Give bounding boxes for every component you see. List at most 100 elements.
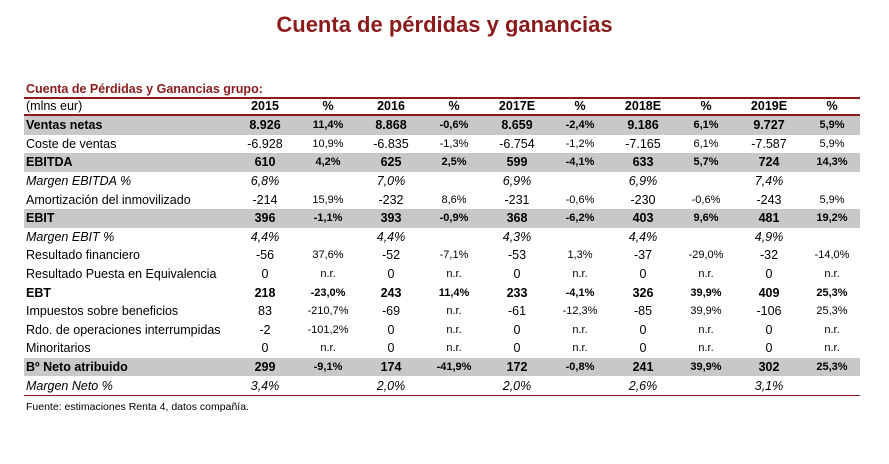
- pct-cell: 14,3%: [804, 153, 860, 172]
- value-cell: -230: [630, 192, 656, 207]
- pct-cell: 25,3%: [804, 357, 860, 377]
- row-label: Rdo. de operaciones interrumpidas: [26, 322, 221, 337]
- value-cell: 0: [513, 341, 521, 356]
- value-cell: 2,0%: [482, 376, 552, 396]
- pct-cell: -41,9%: [426, 357, 482, 377]
- pct-cell: 25,3%: [816, 286, 848, 299]
- pct-cell: n.r.: [698, 268, 714, 281]
- pct-cell: n.r.: [446, 268, 462, 281]
- value-cell: 0: [639, 341, 647, 356]
- pct-cell: -9,1%: [300, 357, 356, 377]
- pct-cell: -4,1%: [552, 153, 608, 172]
- pct-cell: 4,2%: [300, 153, 356, 172]
- value-cell: 4,4%: [628, 229, 658, 244]
- table-row: Resultado financiero -56 37,6% -52 -7,1% -53 1…: [24, 246, 860, 265]
- row-label: Margen EBIT %: [26, 229, 115, 244]
- value-cell: 625: [356, 153, 426, 172]
- value-cell: 0: [261, 267, 269, 282]
- pct-cell: 6,1%: [693, 137, 719, 150]
- value-cell: -231: [504, 192, 530, 207]
- table-row: Amortización del inmovilizado -214 15,9% -2…: [24, 190, 860, 209]
- value-cell: -232: [378, 192, 404, 207]
- value-cell: 6,9%: [628, 174, 658, 189]
- page-title: Cuenta de pérdidas y ganancias: [276, 12, 613, 37]
- value-cell: 0: [639, 267, 647, 282]
- value-cell: -214: [252, 192, 278, 207]
- table-subtitle: Cuenta de Pérdidas y Ganancias grupo:: [26, 82, 263, 96]
- value-cell: 7,4%: [754, 174, 784, 189]
- pct-cell: 39,9%: [690, 305, 722, 318]
- header-row: (mlns eur) 2015 % 2016 % 2017E % 2018E %…: [24, 97, 860, 116]
- value-cell: 4,4%: [250, 229, 280, 244]
- value-cell: 393: [356, 208, 426, 228]
- pct-cell: -1,1%: [300, 208, 356, 228]
- pct-cell: 5,9%: [804, 115, 860, 135]
- value-cell: 396: [230, 208, 300, 228]
- row-label: Margen Neto %: [24, 376, 230, 396]
- value-cell: 218: [254, 285, 276, 300]
- pct-cell: n.r.: [446, 323, 462, 336]
- pct-cell: 25,3%: [816, 305, 848, 318]
- value-cell: 6,8%: [250, 174, 280, 189]
- pct-cell: -6,2%: [552, 208, 608, 228]
- table-row: Bº Neto atribuido 299 -9,1% 174 -41,9% 172 -0,…: [24, 357, 860, 377]
- pct-cell: 5,9%: [819, 193, 845, 206]
- pct-cell: 5,9%: [819, 137, 845, 150]
- col-header: %: [804, 97, 860, 116]
- table-row: EBIT 396 -1,1% 393 -0,9% 368 -6,2% 403 9,6% 481 19…: [24, 208, 860, 228]
- value-cell: 174: [356, 357, 426, 377]
- value-cell: 368: [482, 208, 552, 228]
- value-cell: -37: [633, 248, 653, 263]
- value-cell: 172: [482, 357, 552, 377]
- pct-cell: [552, 376, 608, 396]
- pct-cell: n.r.: [320, 342, 336, 355]
- value-cell: 9.727: [734, 115, 804, 135]
- pct-cell: [300, 228, 356, 247]
- row-label: Minoritarios: [26, 341, 91, 356]
- col-header: 2019E: [734, 97, 804, 116]
- value-cell: 9.186: [608, 115, 678, 135]
- value-cell: 2,0%: [356, 376, 426, 396]
- pct-cell: [804, 228, 860, 247]
- value-cell: -2: [259, 322, 271, 337]
- pct-cell: -0,9%: [426, 208, 482, 228]
- pct-cell: 11,4%: [438, 286, 470, 299]
- pct-cell: 5,7%: [678, 153, 734, 172]
- value-cell: 243: [380, 285, 402, 300]
- value-cell: -6.835: [373, 136, 409, 151]
- value-cell: 610: [230, 153, 300, 172]
- pct-cell: -0,6%: [426, 115, 482, 135]
- pct-cell: [678, 228, 734, 247]
- value-cell: 0: [513, 267, 521, 282]
- col-header: 2017E: [482, 97, 552, 116]
- table-row: Margen EBIT % 4,4% 4,4% 4,3% 4,4% 4,9%: [24, 228, 860, 247]
- row-label: Coste de ventas: [26, 136, 117, 151]
- pct-cell: 39,9%: [678, 357, 734, 377]
- pct-cell: -1,3%: [439, 137, 469, 150]
- value-cell: 0: [765, 341, 773, 356]
- value-cell: 724: [734, 153, 804, 172]
- value-cell: 0: [261, 341, 269, 356]
- value-cell: 4,9%: [754, 229, 784, 244]
- table-row: Rdo. de operaciones interrumpidas -2 -101,…: [24, 321, 860, 340]
- units-label: (mlns eur): [24, 97, 230, 116]
- value-cell: -85: [633, 304, 653, 319]
- value-cell: 0: [387, 322, 395, 337]
- value-cell: 8.868: [356, 115, 426, 135]
- value-cell: -106: [756, 304, 782, 319]
- pct-cell: 1,3%: [567, 249, 593, 262]
- pct-cell: -14,0%: [814, 249, 850, 262]
- pct-cell: [804, 376, 860, 396]
- pct-cell: 11,4%: [300, 115, 356, 135]
- value-cell: -69: [381, 304, 401, 319]
- row-label: Amortización del inmovilizado: [26, 192, 191, 207]
- pct-cell: -23,0%: [310, 286, 346, 299]
- pct-cell: n.r.: [446, 305, 462, 318]
- pct-cell: [804, 172, 860, 191]
- value-cell: 633: [608, 153, 678, 172]
- value-cell: -7.587: [751, 136, 787, 151]
- value-cell: 7,0%: [376, 174, 406, 189]
- value-cell: 0: [765, 267, 773, 282]
- value-cell: -6.754: [499, 136, 535, 151]
- value-cell: 326: [632, 285, 654, 300]
